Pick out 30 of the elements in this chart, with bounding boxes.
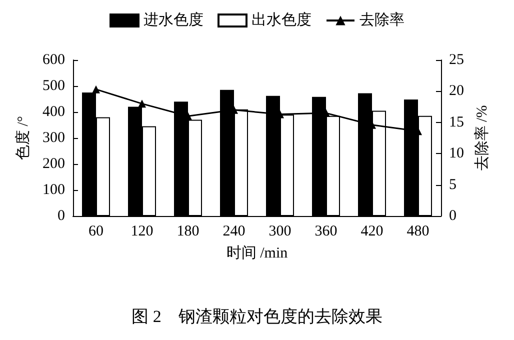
y2-tick-label: 25 [449,52,464,68]
y-tick-label: 100 [42,182,65,198]
x-tick-label: 420 [360,224,384,240]
x-axis-title: 时间 /min [226,244,288,262]
y-tick-label: 500 [42,78,65,94]
legend-label: 去除率 [360,12,404,28]
y2-tick-label: 20 [449,83,464,100]
y2-tick-label: 15 [449,114,464,130]
y-axis-title: 色度 /° [14,116,32,160]
text: 图 2 钢渣颗粒对色度的去除效果 [132,307,382,326]
x-tick-label: 300 [268,224,292,240]
y-tick-label: 200 [42,156,65,172]
x-tick-label: 120 [130,224,154,240]
legend-label: 出水色度 [252,12,312,28]
y2-axis-title: 去除率 /% [473,105,490,171]
x-tick-label: 360 [314,224,338,240]
y2-tick-label: 10 [449,146,464,162]
x-tick-label: 60 [88,224,104,240]
legend-label: 进水色度 [144,12,204,28]
x-tick-label: 240 [222,224,246,240]
y-tick-label: 400 [42,104,65,120]
y-tick-label: 600 [42,52,65,68]
point [138,100,146,108]
y2-tick-label: 5 [449,176,456,193]
y-tick-label: 300 [42,130,65,146]
x-tick-label: 180 [176,224,200,240]
x-tick-label: 480 [406,224,430,240]
y2-tick-label: 0 [449,208,456,224]
y-tick-label: 0 [58,208,65,224]
point [92,85,100,94]
